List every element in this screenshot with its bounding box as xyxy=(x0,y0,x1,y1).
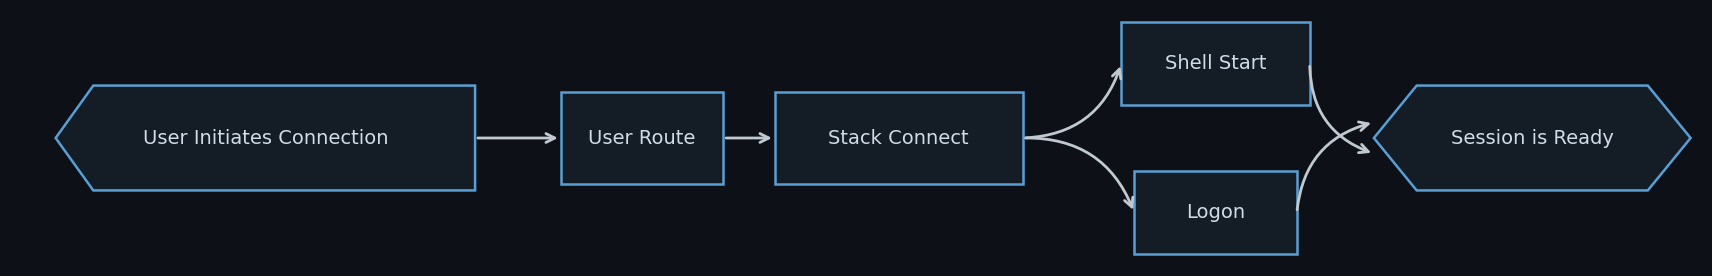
Text: User Initiates Connection: User Initiates Connection xyxy=(142,129,389,147)
FancyBboxPatch shape xyxy=(774,92,1024,184)
Text: Shell Start: Shell Start xyxy=(1164,54,1267,73)
Text: Stack Connect: Stack Connect xyxy=(829,129,969,147)
FancyBboxPatch shape xyxy=(562,92,722,184)
Text: User Route: User Route xyxy=(589,129,695,147)
Polygon shape xyxy=(1373,86,1691,190)
Text: Session is Ready: Session is Ready xyxy=(1450,129,1614,147)
FancyBboxPatch shape xyxy=(1133,171,1298,254)
FancyBboxPatch shape xyxy=(1121,22,1310,105)
Text: Logon: Logon xyxy=(1186,203,1245,222)
Polygon shape xyxy=(55,86,474,190)
